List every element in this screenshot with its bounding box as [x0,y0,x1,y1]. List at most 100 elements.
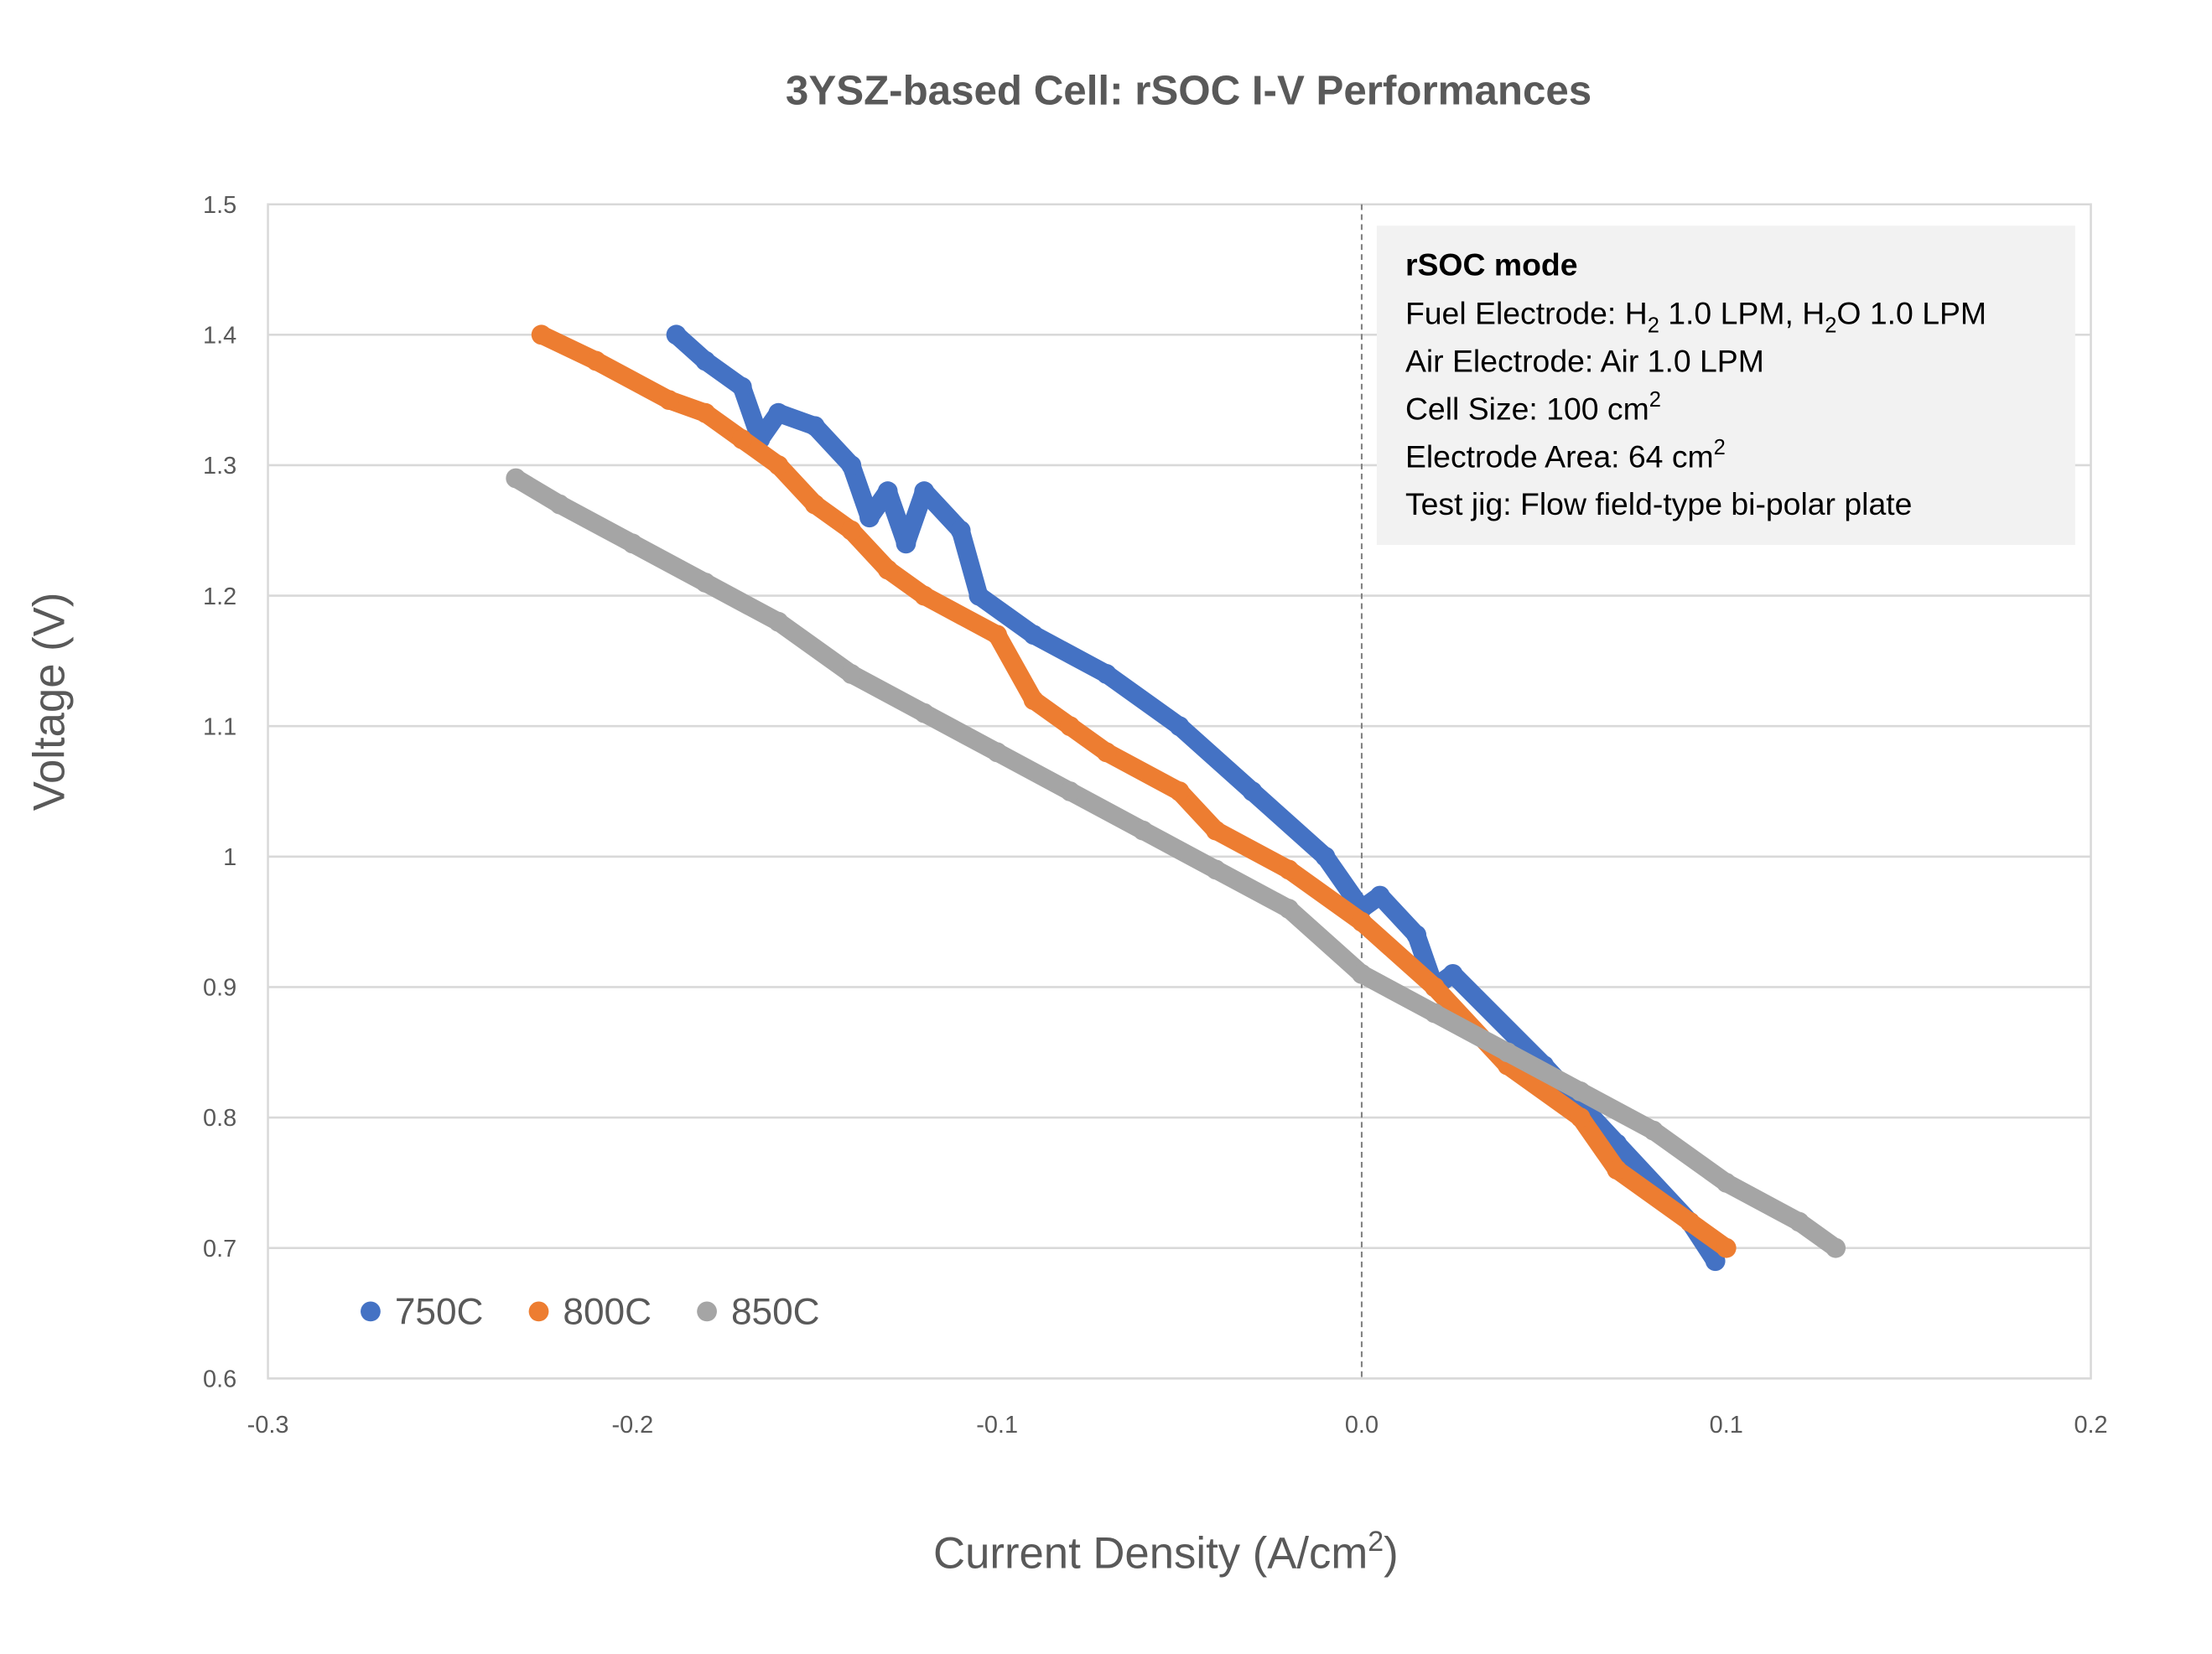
annotation-background [1376,226,2075,545]
data-point [1424,1003,1445,1024]
data-point [896,533,916,554]
data-point [695,350,716,371]
data-point [1369,885,1390,906]
x-tick-label: -0.2 [611,1412,653,1439]
chart-title: 3YSZ-based Cell: rSOC I-V Performances [786,68,1591,114]
data-point [1643,1120,1664,1141]
data-point [1060,716,1080,737]
plot-area [267,203,2092,1380]
data-point [695,573,716,593]
data-point [506,468,527,489]
x-axis-label-end: ) [1384,1528,1399,1578]
data-point [1789,1211,1810,1232]
data-point [877,481,898,501]
data-point [859,507,880,528]
data-point [1206,820,1226,841]
data-point [950,520,971,541]
data-point [1406,925,1427,946]
x-tick-label: 0.1 [1710,1412,1743,1439]
legend: 750C 800C 850C [361,1292,820,1333]
data-point [1315,846,1336,867]
data-point [987,625,1008,646]
legend-label: 850C [731,1292,820,1333]
data-point [622,533,643,554]
subscript: 2 [1648,314,1659,338]
data-point [731,428,752,449]
data-point [987,742,1008,763]
data-point [1497,1042,1518,1063]
x-axis-label: Current Density (A/cm2) [933,1526,1399,1578]
y-tick-label: 1 [223,844,236,871]
data-point [1607,1159,1628,1180]
x-tick-label: 0.2 [2074,1412,2107,1439]
data-point [1716,1172,1737,1193]
data-point [877,559,898,580]
data-point [1242,781,1263,801]
annotation-text: Fuel Electrode: H [1405,295,1648,330]
data-point [1279,899,1299,919]
data-point [1716,1237,1737,1258]
data-point [1206,859,1226,880]
y-tick-label: 1.1 [203,713,236,740]
data-point [1096,742,1117,763]
superscript: 2 [1714,436,1726,459]
legend-marker [361,1301,381,1322]
data-point [914,481,935,501]
legend-marker [528,1301,549,1322]
data-point [1352,911,1372,932]
data-point [731,376,752,397]
data-point [1825,1237,1846,1258]
data-point [549,494,570,515]
data-point [1169,716,1190,737]
data-point [1023,690,1044,710]
data-point [1705,1251,1726,1272]
y-tick-label: 1.2 [203,583,236,610]
annotation-line: Fuel Electrode: H2 1.0 LPM, H2O 1.0 LPM [1405,295,1986,337]
annotation-line: Test jig: Flow field-type bi-polar plate [1405,486,1912,521]
y-tick-label: 0.7 [203,1236,236,1263]
y-tick-label: 0.9 [203,975,236,1002]
data-point [1424,977,1445,998]
data-point [1279,859,1299,880]
data-point [666,324,687,345]
data-point [841,455,862,475]
superscript: 2 [1649,388,1661,412]
data-point [1570,1081,1591,1102]
annotation-text: Air Electrode: Air 1.0 LPM [1405,343,1764,378]
y-axis-ticks: 0.6 0.7 0.8 0.9 1 1.1 1.2 1.3 1.4 1.5 [203,192,236,1393]
data-point [1133,820,1153,841]
data-point [1023,625,1044,646]
data-point [914,585,935,606]
series-line [506,469,1846,1257]
series-800C [531,324,1737,1258]
series-850C [506,468,1846,1258]
data-point [804,494,825,515]
legend-item-750C: 750C [361,1292,483,1333]
subscript: 2 [1825,314,1836,338]
annotation-text: Electrode Area: 64 cm [1405,438,1714,474]
y-tick-label: 0.6 [203,1366,236,1392]
annotation-text: O 1.0 LPM [1836,295,1986,330]
y-tick-label: 1.4 [203,323,236,350]
data-point [841,520,862,541]
data-point [1096,664,1117,684]
data-point [695,402,716,423]
y-tick-label: 1.3 [203,453,236,480]
data-point [768,402,789,423]
data-point [1442,963,1463,984]
legend-label: 750C [395,1292,484,1333]
annotation-title: rSOC mode [1405,247,1578,283]
x-tick-label: -0.1 [976,1412,1018,1439]
data-point [914,703,935,723]
data-point [658,390,679,411]
x-tick-label: 0.0 [1345,1412,1379,1439]
annotation-text: Cell Size: 100 cm [1405,391,1649,426]
data-point [1570,1107,1591,1128]
series-layer [506,324,1846,1272]
annotation-text: 1.0 LPM, H [1659,295,1825,330]
annotation-line: Cell Size: 100 cm2 [1405,388,1661,426]
annotation-text: Test jig: Flow field-type bi-polar plate [1405,486,1912,521]
legend-item-850C: 850C [697,1292,820,1333]
legend-item-800C: 800C [528,1292,652,1333]
